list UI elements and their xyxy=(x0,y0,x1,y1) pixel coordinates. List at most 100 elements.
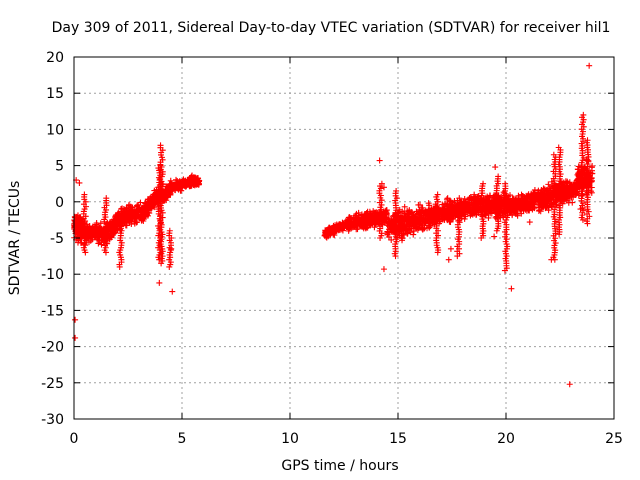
data-point xyxy=(410,228,417,235)
data-point xyxy=(195,181,202,188)
data-point xyxy=(548,203,555,210)
data-point xyxy=(451,208,458,215)
data-point xyxy=(71,217,78,224)
chart-title: Day 309 of 2011, Sidereal Day-to-day VTE… xyxy=(52,20,611,36)
data-point xyxy=(383,210,390,217)
data-point xyxy=(370,214,377,221)
data-point xyxy=(542,193,549,200)
data-point xyxy=(510,196,517,203)
y-tick-label: -25 xyxy=(41,376,64,392)
data-point xyxy=(401,212,408,219)
data-point xyxy=(402,214,409,221)
spike-point xyxy=(480,180,487,187)
data-point xyxy=(564,180,571,187)
data-point xyxy=(470,200,477,207)
data-point xyxy=(564,189,571,196)
outlier-point xyxy=(508,285,515,292)
data-point xyxy=(443,196,450,203)
data-point xyxy=(421,225,428,232)
data-point xyxy=(174,178,181,185)
outlier-point xyxy=(444,195,451,202)
data-point xyxy=(113,218,120,225)
data-point xyxy=(527,195,534,202)
spike-point xyxy=(166,227,173,234)
data-point xyxy=(441,209,448,216)
data-point xyxy=(401,203,408,210)
data-point xyxy=(97,220,104,227)
data-point xyxy=(513,203,520,210)
data-point xyxy=(169,185,176,192)
data-point xyxy=(565,196,572,203)
y-tick-label: 5 xyxy=(55,159,64,175)
data-point xyxy=(459,209,466,216)
data-points xyxy=(71,62,596,388)
data-point xyxy=(106,232,113,239)
data-point xyxy=(346,218,353,225)
data-point xyxy=(544,188,551,195)
data-point xyxy=(364,211,371,218)
data-point xyxy=(168,182,175,189)
data-point xyxy=(405,208,412,215)
data-point xyxy=(525,199,532,206)
y-axis-label: SDTVAR / TECUs xyxy=(7,181,23,296)
data-point xyxy=(536,207,543,214)
data-point xyxy=(349,223,356,230)
data-point xyxy=(561,186,568,193)
data-point xyxy=(150,197,157,204)
data-point xyxy=(525,205,532,212)
outlier-point xyxy=(380,266,387,273)
outlier-point xyxy=(72,334,79,341)
outlier-point xyxy=(169,288,176,295)
data-point xyxy=(570,189,577,196)
outlier-point xyxy=(376,157,383,164)
data-point xyxy=(419,204,426,211)
data-point xyxy=(142,212,149,219)
data-point xyxy=(182,181,189,188)
data-point xyxy=(500,189,507,196)
data-point xyxy=(398,232,405,239)
y-tick-label: 0 xyxy=(55,195,64,211)
spike-point xyxy=(580,111,587,118)
data-point xyxy=(531,186,538,193)
data-point xyxy=(193,176,200,183)
data-point xyxy=(132,211,139,218)
spike-point xyxy=(393,187,400,194)
data-point xyxy=(108,225,115,232)
data-point xyxy=(90,224,97,231)
data-point xyxy=(186,179,193,186)
data-point xyxy=(537,196,544,203)
outlier-point xyxy=(156,279,163,286)
spike-point xyxy=(117,206,124,213)
data-point xyxy=(110,229,117,236)
data-point xyxy=(439,201,446,208)
y-tick-label: 20 xyxy=(46,50,64,66)
outlier-point xyxy=(526,219,533,226)
y-tick-label: -15 xyxy=(41,303,64,319)
data-point xyxy=(416,220,423,227)
data-point xyxy=(537,190,544,197)
data-point xyxy=(404,229,411,236)
x-tick-label: 20 xyxy=(497,431,515,447)
outlier-point xyxy=(445,256,452,263)
data-point xyxy=(460,202,467,209)
data-point xyxy=(367,210,374,217)
data-point xyxy=(539,203,546,210)
data-point xyxy=(541,196,548,203)
data-point xyxy=(421,219,428,226)
data-point xyxy=(575,163,582,170)
data-point xyxy=(128,207,135,214)
data-point xyxy=(447,212,454,219)
data-point xyxy=(77,224,84,231)
data-point xyxy=(96,237,103,244)
data-point xyxy=(168,185,175,192)
spike-point xyxy=(103,195,110,202)
y-tick-label: 15 xyxy=(46,86,64,102)
data-point xyxy=(408,216,415,223)
data-point xyxy=(484,203,491,210)
outlier-point xyxy=(447,245,454,252)
data-point xyxy=(467,212,474,219)
data-point xyxy=(353,210,360,217)
data-point xyxy=(519,202,526,209)
outlier-point xyxy=(436,220,443,227)
data-point xyxy=(448,209,455,216)
